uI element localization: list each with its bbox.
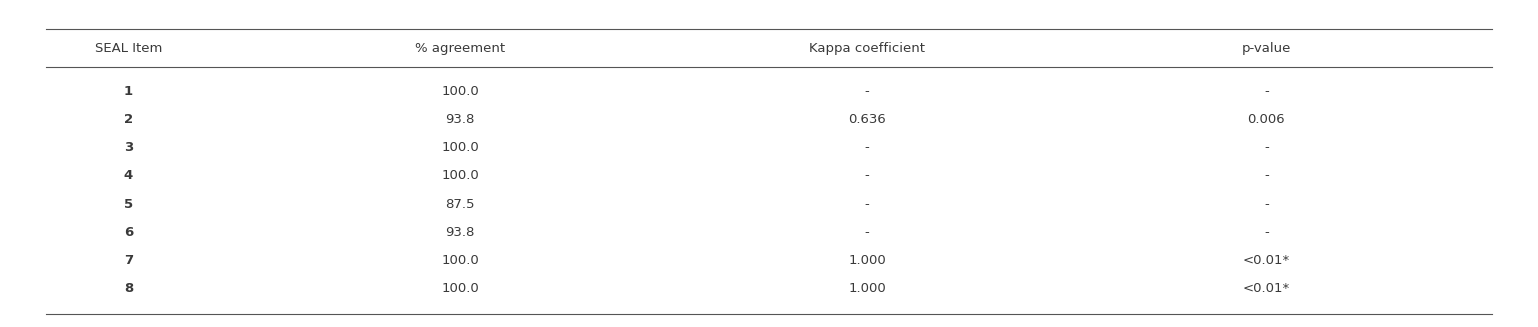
Text: 1.000: 1.000: [847, 254, 886, 267]
Text: -: -: [1264, 85, 1269, 98]
Text: <0.01*: <0.01*: [1243, 282, 1290, 295]
Text: 1.000: 1.000: [847, 282, 886, 295]
Text: 2: 2: [125, 113, 132, 126]
Text: 87.5: 87.5: [446, 198, 475, 211]
Text: 93.8: 93.8: [446, 113, 475, 126]
Text: <0.01*: <0.01*: [1243, 254, 1290, 267]
Text: 93.8: 93.8: [446, 226, 475, 239]
Text: -: -: [864, 141, 869, 154]
Text: -: -: [1264, 141, 1269, 154]
Text: p-value: p-value: [1241, 42, 1290, 55]
Text: 8: 8: [123, 282, 134, 295]
Text: 100.0: 100.0: [441, 141, 478, 154]
Text: 100.0: 100.0: [441, 85, 478, 98]
Text: 0.006: 0.006: [1247, 113, 1286, 126]
Text: -: -: [864, 226, 869, 239]
Text: 0.636: 0.636: [847, 113, 886, 126]
Text: 5: 5: [125, 198, 132, 211]
Text: -: -: [864, 85, 869, 98]
Text: % agreement: % agreement: [415, 42, 504, 55]
Text: 7: 7: [125, 254, 132, 267]
Text: -: -: [1264, 169, 1269, 182]
Text: Kappa coefficient: Kappa coefficient: [809, 42, 924, 55]
Text: 100.0: 100.0: [441, 282, 478, 295]
Text: -: -: [864, 169, 869, 182]
Text: -: -: [1264, 198, 1269, 211]
Text: SEAL Item: SEAL Item: [95, 42, 161, 55]
Text: -: -: [864, 198, 869, 211]
Text: 6: 6: [123, 226, 134, 239]
Text: 3: 3: [123, 141, 134, 154]
Text: -: -: [1264, 226, 1269, 239]
Text: 1: 1: [125, 85, 132, 98]
Text: 4: 4: [123, 169, 134, 182]
Text: 100.0: 100.0: [441, 169, 478, 182]
Text: 100.0: 100.0: [441, 254, 478, 267]
